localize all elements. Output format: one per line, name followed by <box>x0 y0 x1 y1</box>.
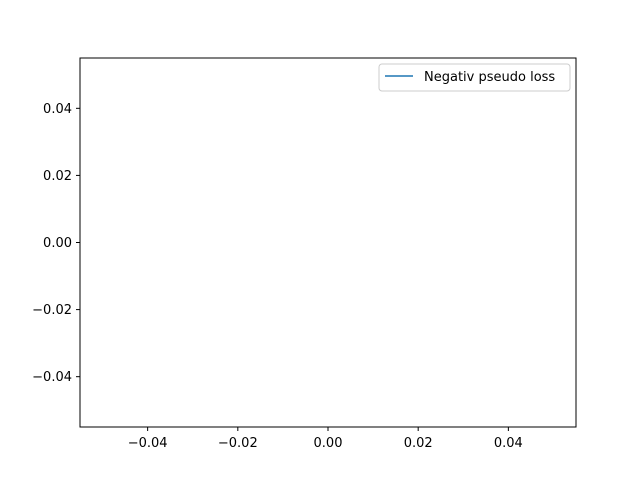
y-tick-label: −0.04 <box>32 370 72 385</box>
y-tick-label: −0.02 <box>32 303 72 318</box>
plot-frame <box>79 57 577 428</box>
y-tick-label: 0.02 <box>43 169 72 184</box>
x-tick-label: 0.02 <box>404 436 433 451</box>
x-axis: −0.04 −0.02 0.00 0.02 0.04 <box>128 427 523 451</box>
y-tick-label: 0.00 <box>43 236 72 251</box>
x-tick-label: 0.00 <box>314 436 343 451</box>
x-tick-label: −0.02 <box>218 436 258 451</box>
legend-box <box>378 63 571 92</box>
x-tick-label: 0.04 <box>494 436 523 451</box>
y-tick-label: 0.04 <box>43 102 72 117</box>
y-axis: 0.04 0.02 0.00 −0.02 −0.04 <box>32 102 80 385</box>
legend-label: Negativ pseudo loss <box>424 70 555 85</box>
legend: Negativ pseudo loss <box>378 63 571 92</box>
x-tick-label: −0.04 <box>128 436 168 451</box>
